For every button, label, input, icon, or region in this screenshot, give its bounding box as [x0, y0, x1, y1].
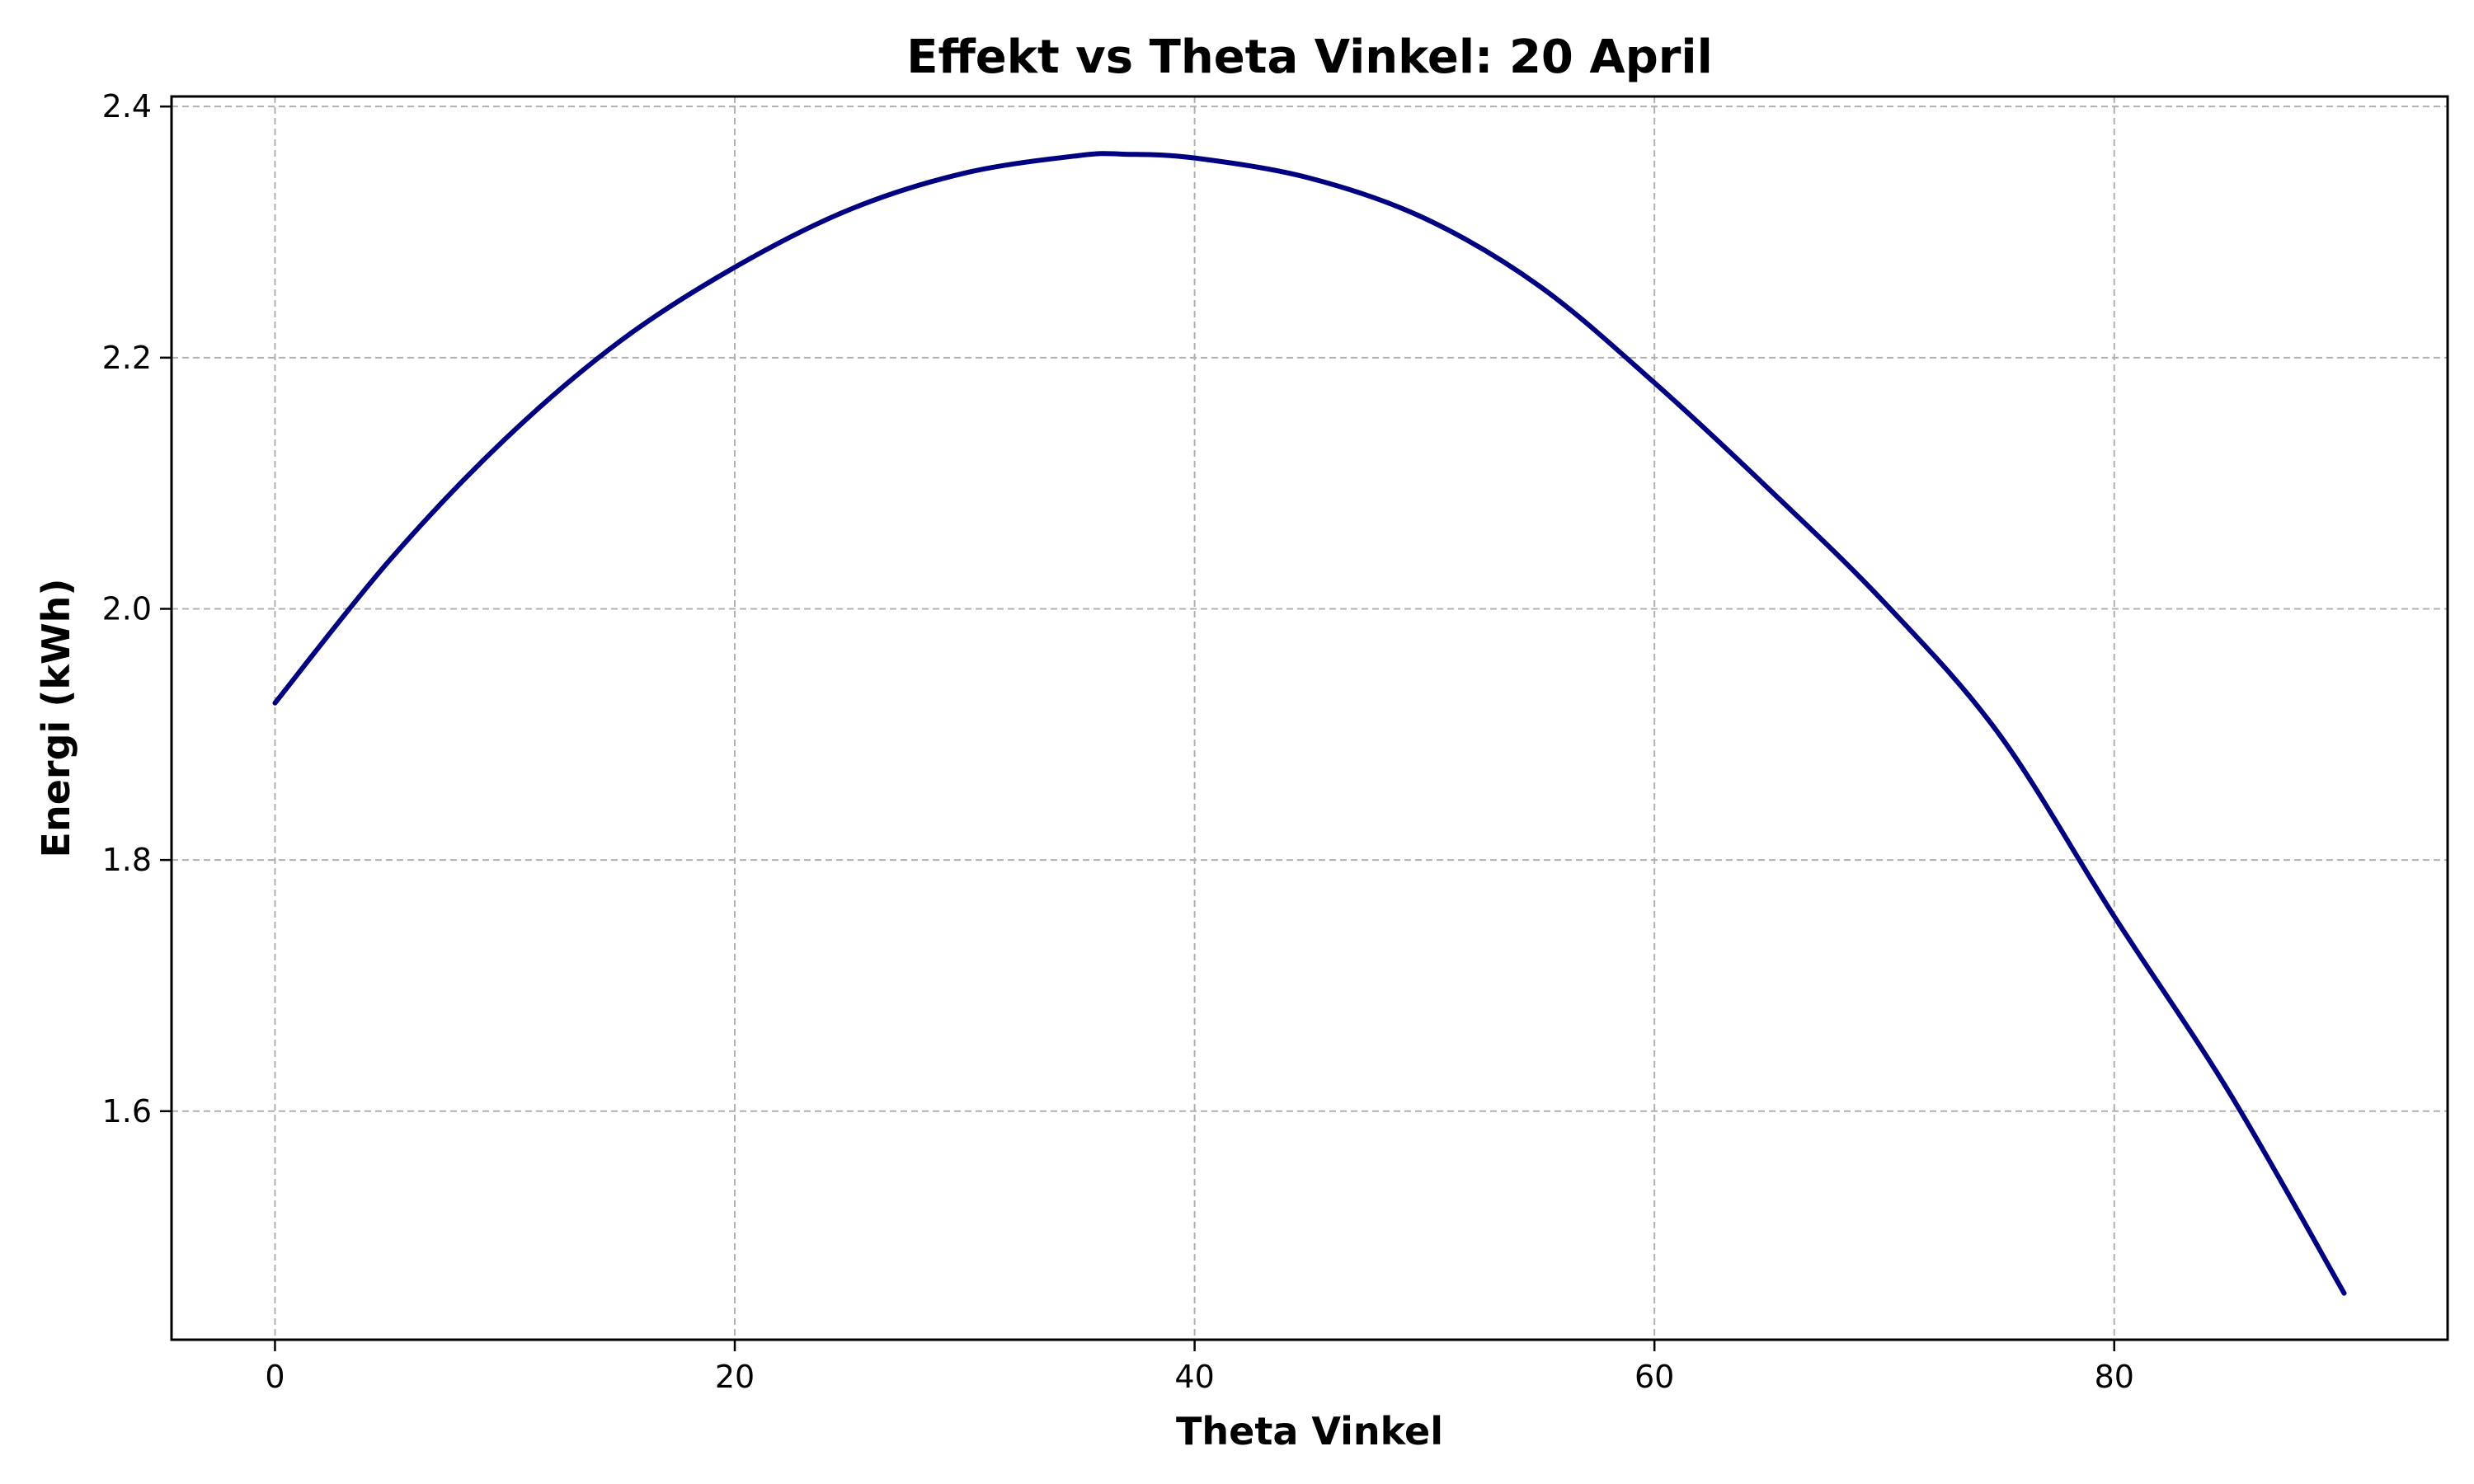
- y-axis-label: Energi (kWh): [34, 579, 78, 858]
- y-tick-label: 2.2: [102, 340, 152, 376]
- x-tick-label: 60: [1634, 1359, 1674, 1395]
- y-tick-label: 1.8: [102, 842, 152, 878]
- x-tick-label: 80: [2095, 1359, 2134, 1395]
- plot-frame: [170, 95, 2449, 1341]
- series-layer: [272, 151, 2347, 1296]
- y-tick-label: 2.4: [102, 88, 152, 124]
- grid-layer: [172, 96, 2448, 1340]
- tick-layer: 0 20 40 60 80 1.6 1.8 2.0 2.2 2.4: [102, 88, 2134, 1395]
- x-axis-label: Theta Vinkel: [1176, 1409, 1443, 1453]
- chart-title: Effekt vs Theta Vinkel: 20 April: [906, 31, 1713, 84]
- series-line: [272, 151, 2347, 1296]
- x-tick-label: 20: [715, 1359, 755, 1395]
- x-tick-label: 40: [1174, 1359, 1214, 1395]
- y-tick-label: 2.0: [102, 590, 152, 627]
- y-tick-label: 1.6: [102, 1093, 152, 1129]
- x-tick-label: 0: [265, 1359, 285, 1395]
